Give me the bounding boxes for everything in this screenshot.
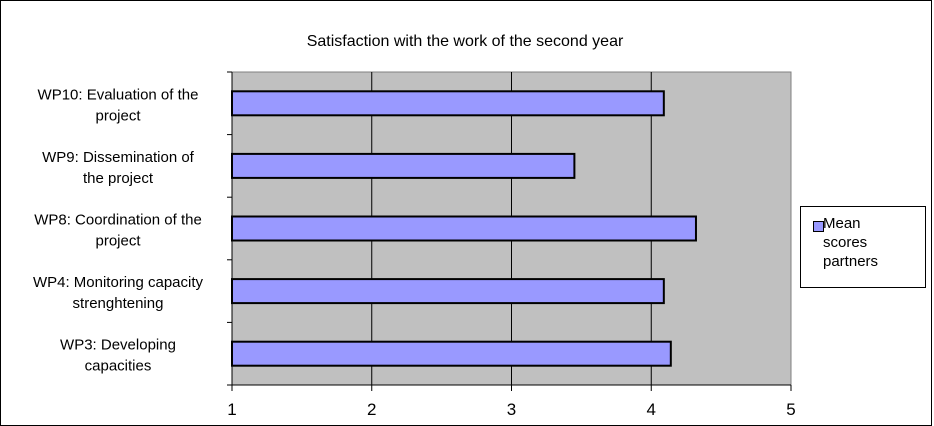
x-tick-label: 5 <box>786 400 795 419</box>
x-tick-label: 1 <box>227 400 236 419</box>
chart-title: Satisfaction with the work of the second… <box>307 33 624 50</box>
category-label: WP8: Coordination of the project <box>34 212 202 250</box>
bar <box>231 215 697 242</box>
bars <box>231 90 697 367</box>
legend-swatch <box>813 221 824 232</box>
x-tick-label: 2 <box>367 400 376 419</box>
category-label: WP4: Monitoring capacity strenghtening <box>33 274 204 312</box>
tick-labels: 1 2 3 4 5 <box>227 400 795 419</box>
x-tick-label: 3 <box>507 400 516 419</box>
legend-label: Mean scores partners <box>823 215 879 270</box>
bar <box>231 340 672 367</box>
axes <box>227 71 792 391</box>
bar <box>231 152 576 179</box>
bar <box>231 278 665 305</box>
legend: Mean scores partners <box>800 206 926 288</box>
category-label: WP10: Evaluation of the project <box>38 86 199 124</box>
category-label: WP3: Developing capacities <box>60 337 176 375</box>
bar <box>231 90 665 117</box>
x-tick-label: 4 <box>647 400 656 419</box>
category-label: WP9: Dissemination of the project <box>42 149 195 187</box>
category-labels: WP10: Evaluation of the project WP9: Disse… <box>33 86 204 374</box>
